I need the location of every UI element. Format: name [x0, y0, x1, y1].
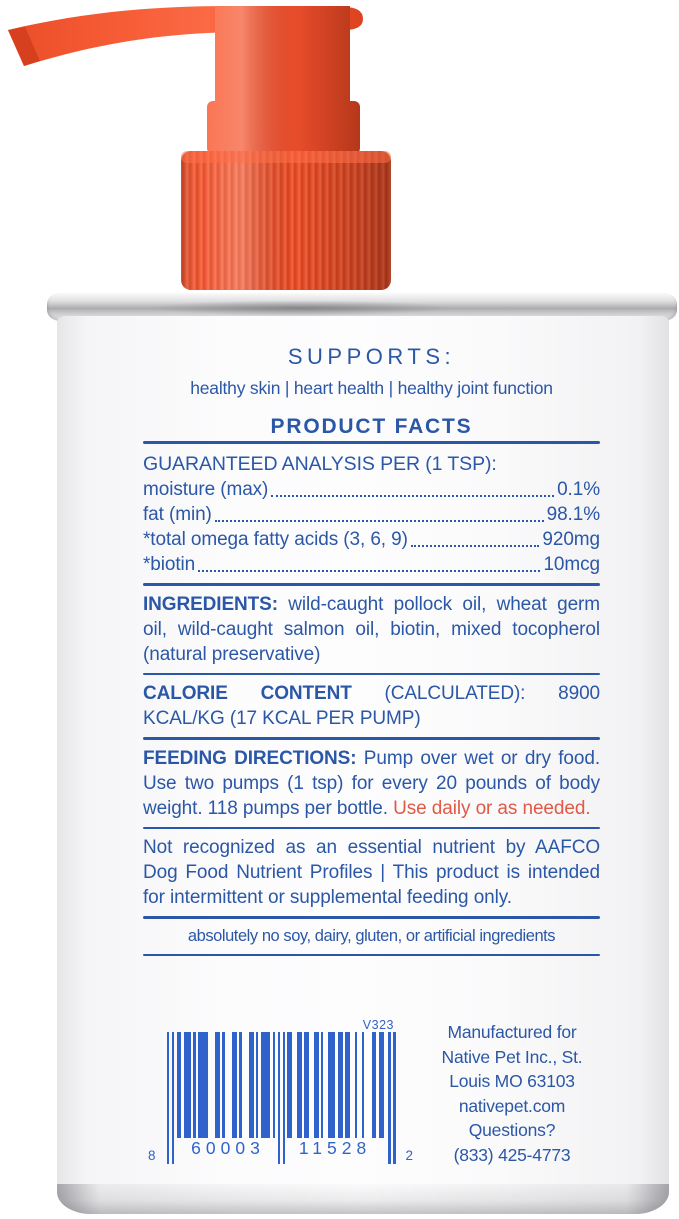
analysis-value: 10mcg	[543, 554, 600, 575]
pump-dispenser-illustration	[8, 6, 391, 290]
manufacturer-line: Native Pet Inc., St.	[441, 1046, 583, 1067]
manufacturer-line: Louis MO 63103	[449, 1071, 575, 1091]
barcode-bars	[167, 1032, 396, 1164]
product-facts-title: PRODUCT FACTS	[270, 415, 473, 438]
barcode: 8 60003 11528 2	[148, 1032, 413, 1164]
barcode-digit-right: 2	[405, 1148, 413, 1163]
barcode-digits-group1: 60003	[191, 1138, 265, 1158]
analysis-name: *biotin	[143, 554, 196, 575]
pump-spout-tip	[8, 27, 40, 66]
divider	[143, 953, 600, 956]
ingredients-text: wild-caught pollock oil, wheat germ oil,…	[143, 593, 600, 665]
barcode-version-code: V323	[362, 1018, 394, 1032]
dot-leader	[198, 570, 541, 572]
calorie-text: (CALCULATED): 8900 KCAL/KG (17 KCAL PER …	[143, 683, 601, 729]
calorie-paragraph: CALORIE CONTENT (CALCULATED): 8900 KCAL/…	[143, 681, 600, 731]
analysis-row-fat: fat (min) 98.1%	[143, 502, 600, 527]
analysis-name: fat (min)	[143, 504, 212, 525]
analysis-row-moisture: moisture (max) 0.1%	[143, 477, 600, 502]
feeding-text: Pump over wet or dry food. Use two pumps…	[143, 747, 600, 819]
bottle-bottom-rim	[57, 1184, 669, 1214]
barcode-digits-group2: 11528	[298, 1138, 372, 1158]
manufacturer-line: (833) 425-4773	[453, 1144, 571, 1165]
feeding-highlight: Use daily or as needed.	[393, 797, 591, 819]
manufacturer-line: nativepet.com	[458, 1095, 566, 1116]
barcode-block: V323 8 60003 11528 2	[148, 1018, 413, 1164]
supports-tagline: healthy skin | heart health | healthy jo…	[190, 378, 553, 398]
ingredients-label: INGREDIENTS:	[143, 593, 278, 615]
dot-leader	[271, 495, 555, 497]
guaranteed-analysis-heading-rest: PER (1 TSP):	[374, 453, 497, 475]
divider	[143, 737, 600, 740]
bottle: SUPPORTS: healthy skin | heart health | …	[57, 316, 669, 1214]
divider	[143, 916, 600, 919]
analysis-value: 98.1%	[546, 504, 600, 525]
analysis-name: moisture (max)	[143, 479, 269, 500]
guaranteed-analysis-heading: GUARANTEED ANALYSIS PER (1 TSP):	[143, 452, 600, 477]
aafco-note: Not recognized as an essential nutrient …	[143, 837, 600, 908]
manufacturer-line: Questions?	[468, 1120, 556, 1140]
barcode-digit-left: 8	[148, 1148, 156, 1163]
barcode-digits: 8 60003 11528 2	[148, 1138, 413, 1164]
guaranteed-analysis-heading-bold: GUARANTEED ANALYSIS	[143, 453, 375, 475]
analysis-row-biotin: *biotin 10mcg	[143, 552, 600, 577]
manufacturer-line: Manufactured for	[447, 1022, 577, 1042]
divider	[143, 672, 600, 675]
dot-leader	[214, 520, 544, 522]
divider	[143, 583, 600, 586]
ingredients-paragraph: INGREDIENTS: wild-caught pollock oil, wh…	[143, 592, 600, 667]
no-claims-line: absolutely no soy, dairy, gluten, or art…	[187, 926, 556, 945]
analysis-row-omega: *total omega fatty acids (3, 6, 9) 920mg	[143, 527, 600, 552]
calorie-label: CALORIE CONTENT	[143, 683, 352, 704]
divider	[143, 441, 600, 444]
rim-shadow	[150, 300, 450, 316]
analysis-value: 920mg	[542, 529, 600, 550]
divider	[143, 826, 600, 829]
feeding-label: FEEDING DIRECTIONS:	[143, 747, 357, 769]
analysis-value: 0.1%	[557, 479, 600, 500]
analysis-name: *total omega fatty acids (3, 6, 9)	[143, 529, 408, 550]
manufacturer-info: Manufactured for Native Pet Inc., St. Lo…	[421, 1020, 603, 1167]
back-label: SUPPORTS: healthy skin | heart health | …	[143, 344, 600, 956]
feeding-paragraph: FEEDING DIRECTIONS: Pump over wet or dry…	[143, 746, 600, 821]
supports-heading: SUPPORTS:	[287, 344, 456, 369]
dot-leader	[410, 545, 540, 547]
